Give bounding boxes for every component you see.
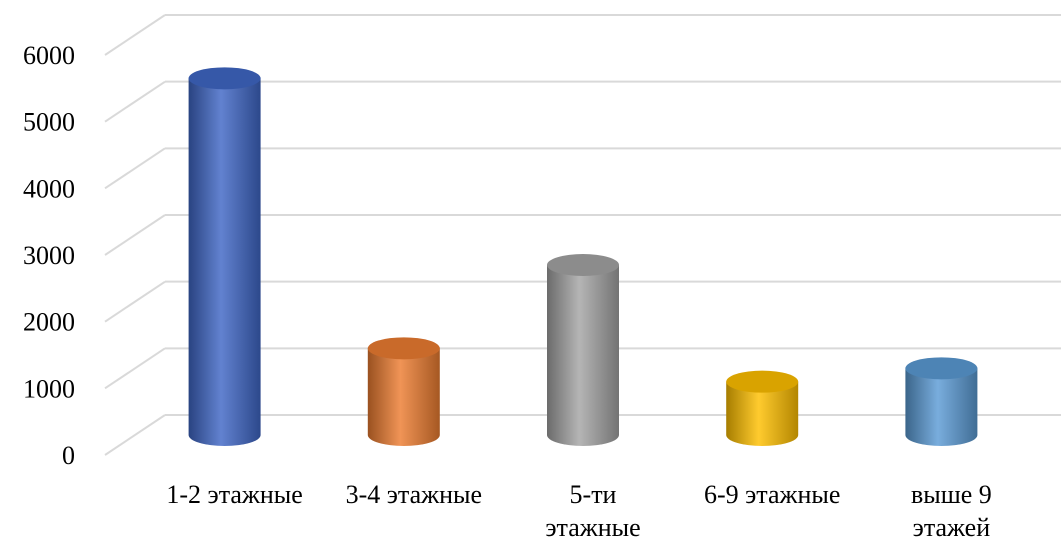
x-category-label: 1-2 этажные: [166, 480, 302, 509]
y-tick-label: 2000: [23, 308, 75, 337]
bar: [547, 254, 619, 446]
gridline-depth: [104, 347, 166, 390]
y-tick-label: 5000: [23, 108, 75, 137]
bar-body: [367, 348, 440, 446]
bar-top: [905, 357, 978, 380]
y-tick-label: 1000: [23, 374, 75, 403]
bar: [726, 370, 799, 446]
bar: [905, 357, 978, 446]
gridline-depth: [104, 280, 166, 323]
bar-top: [367, 337, 440, 360]
y-tick-label: 6000: [23, 41, 75, 70]
gridline-depth: [104, 14, 166, 56]
bar: [188, 67, 261, 446]
y-tick-label: 4000: [23, 174, 75, 203]
y-tick-label: 0: [62, 441, 75, 470]
gridline-depth: [104, 414, 166, 456]
bar-body: [188, 78, 261, 446]
gridline-depth: [104, 147, 166, 190]
bars: [188, 67, 978, 446]
gridline-depth: [104, 80, 166, 123]
x-category-label: 5-ти этажные: [545, 480, 640, 540]
x-category-label: 6-9 этажные: [704, 480, 840, 509]
bar-body: [905, 368, 978, 446]
bar-body: [726, 381, 799, 446]
bar-top: [547, 254, 619, 276]
bar: [367, 337, 440, 446]
y-tick-label: 3000: [23, 241, 75, 270]
x-category-label: 3-4 этажные: [346, 480, 482, 509]
bar-top: [188, 67, 261, 90]
x-category-label: выше 9 этажей: [911, 480, 992, 540]
bar-top: [726, 370, 799, 393]
gridline-depth: [104, 214, 166, 256]
y-axis: 0 1000 2000 3000 4000 5000 6000: [23, 41, 75, 470]
x-axis: 1-2 этажные 3-4 этажные 5-ти этажные 6-9 эта…: [166, 480, 991, 540]
bar-body: [547, 265, 619, 446]
